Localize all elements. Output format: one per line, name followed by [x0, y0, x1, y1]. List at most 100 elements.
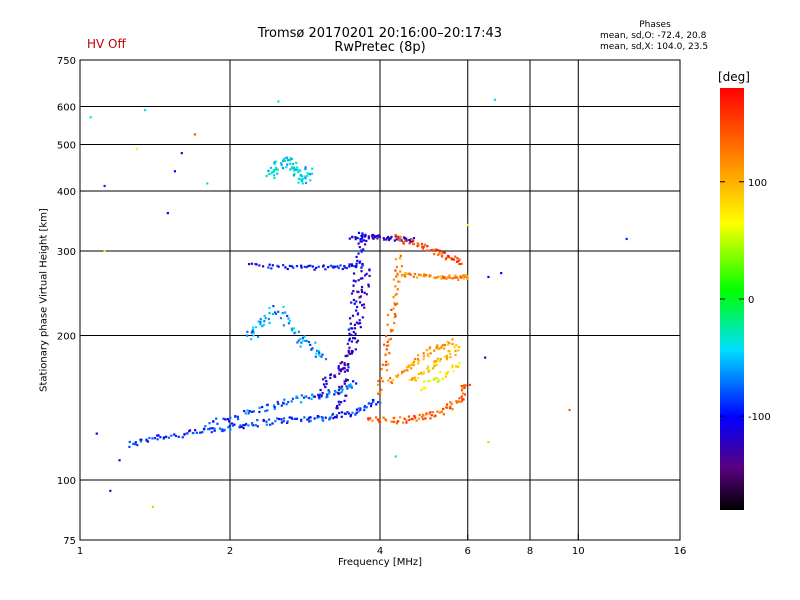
data-point	[352, 284, 355, 287]
data-point	[425, 274, 428, 277]
data-point	[388, 338, 391, 341]
data-point	[351, 236, 354, 239]
data-point	[300, 341, 303, 344]
data-point	[387, 344, 390, 347]
data-point	[414, 379, 417, 382]
data-point	[357, 322, 360, 325]
data-point	[239, 424, 242, 427]
data-points	[89, 98, 628, 508]
data-point	[258, 264, 261, 267]
data-point	[268, 306, 271, 309]
data-point	[246, 330, 249, 333]
data-point	[296, 166, 299, 169]
data-point	[404, 239, 407, 242]
data-point	[290, 327, 293, 330]
data-point	[250, 331, 253, 334]
data-point	[340, 401, 343, 404]
data-point	[405, 237, 408, 240]
data-point	[394, 234, 397, 237]
data-point	[360, 250, 363, 253]
data-point	[300, 419, 303, 423]
data-point	[432, 248, 435, 251]
data-point	[261, 325, 264, 328]
data-point	[460, 395, 463, 398]
data-point	[346, 363, 349, 366]
data-point	[435, 376, 438, 380]
data-point	[454, 365, 458, 368]
grid-lines	[80, 60, 680, 540]
data-point	[134, 443, 137, 446]
data-point	[274, 166, 278, 169]
data-point	[391, 378, 394, 382]
data-point	[457, 345, 461, 349]
data-point	[348, 352, 352, 355]
data-point	[417, 359, 420, 362]
data-point	[429, 249, 433, 252]
data-point	[151, 437, 154, 440]
data-point	[374, 416, 378, 419]
data-point	[393, 313, 397, 316]
data-point	[296, 341, 299, 344]
data-point	[396, 272, 399, 275]
data-point	[301, 336, 305, 339]
data-point	[433, 252, 436, 256]
data-point	[417, 354, 420, 357]
data-point	[349, 327, 352, 330]
data-point	[436, 347, 439, 351]
data-point	[356, 259, 359, 262]
data-point	[451, 257, 454, 261]
data-point	[393, 239, 396, 242]
data-point	[364, 234, 367, 237]
data-point	[301, 182, 304, 185]
data-point	[228, 424, 231, 428]
data-point	[391, 329, 394, 332]
data-point	[434, 363, 437, 366]
data-point	[349, 383, 352, 386]
data-point	[394, 374, 398, 378]
data-point	[363, 409, 366, 412]
data-point	[383, 343, 386, 346]
data-point	[229, 416, 232, 419]
data-point	[347, 328, 350, 331]
data-point	[424, 243, 427, 246]
data-point	[433, 349, 436, 352]
data-point	[360, 240, 363, 243]
data-point	[244, 423, 247, 427]
data-point	[272, 404, 276, 407]
data-point	[464, 274, 467, 277]
data-point	[447, 343, 450, 346]
data-point	[265, 423, 269, 426]
data-point	[426, 367, 429, 370]
data-point	[426, 365, 430, 368]
data-point	[273, 174, 276, 177]
data-point	[500, 271, 503, 275]
data-point	[343, 382, 346, 385]
data-point	[285, 403, 288, 406]
data-point	[361, 264, 364, 267]
data-point	[288, 416, 291, 419]
data-point	[277, 310, 280, 313]
data-point	[355, 321, 359, 324]
data-point	[428, 347, 431, 351]
data-point	[312, 395, 315, 398]
data-point	[309, 179, 312, 182]
x-axis-label: Frequency [MHz]	[337, 557, 423, 568]
data-point	[439, 370, 442, 374]
data-point	[338, 411, 341, 415]
data-point	[269, 423, 272, 426]
data-point	[266, 409, 269, 412]
data-point	[231, 424, 234, 427]
data-point	[389, 328, 393, 332]
data-point	[440, 275, 443, 278]
data-point	[441, 377, 444, 380]
data-point	[300, 179, 304, 183]
data-point	[352, 272, 356, 275]
data-point	[325, 393, 329, 396]
data-point	[360, 285, 364, 289]
data-point	[412, 363, 415, 366]
data-point	[416, 376, 419, 380]
data-point	[305, 339, 308, 343]
data-point	[320, 355, 323, 358]
data-point	[297, 339, 300, 342]
data-point	[311, 265, 314, 268]
